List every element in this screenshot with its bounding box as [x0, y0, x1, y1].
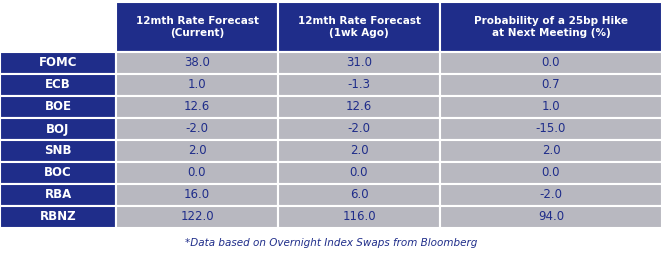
Bar — [440, 52, 662, 74]
Bar — [278, 2, 440, 52]
Text: BOC: BOC — [44, 166, 72, 180]
Bar — [440, 184, 662, 206]
Bar — [116, 118, 278, 140]
Text: *Data based on Overnight Index Swaps from Bloomberg: *Data based on Overnight Index Swaps fro… — [185, 238, 477, 248]
Bar — [116, 96, 278, 118]
Text: 0.7: 0.7 — [542, 78, 560, 92]
Bar — [116, 74, 278, 96]
Bar — [0, 140, 116, 162]
Bar — [116, 52, 278, 74]
Text: RBA: RBA — [44, 189, 71, 201]
Text: 12mth Rate Forecast
(Current): 12mth Rate Forecast (Current) — [136, 16, 258, 38]
Text: 116.0: 116.0 — [342, 211, 376, 223]
Text: -2.0: -2.0 — [185, 123, 209, 135]
Bar — [0, 162, 116, 184]
Bar — [440, 206, 662, 228]
Bar — [116, 140, 278, 162]
Bar — [440, 2, 662, 52]
Text: -2.0: -2.0 — [348, 123, 371, 135]
Bar — [0, 96, 116, 118]
Bar — [0, 2, 116, 52]
Bar — [278, 140, 440, 162]
Text: 0.0: 0.0 — [188, 166, 207, 180]
Text: 6.0: 6.0 — [350, 189, 368, 201]
Bar — [0, 74, 116, 96]
Bar — [440, 96, 662, 118]
Text: ECB: ECB — [45, 78, 71, 92]
Text: RBNZ: RBNZ — [40, 211, 76, 223]
Bar — [440, 140, 662, 162]
Text: 94.0: 94.0 — [538, 211, 564, 223]
Bar — [440, 162, 662, 184]
Text: BOE: BOE — [44, 101, 71, 114]
Text: 12mth Rate Forecast
(1wk Ago): 12mth Rate Forecast (1wk Ago) — [297, 16, 420, 38]
Bar — [278, 184, 440, 206]
Text: -15.0: -15.0 — [536, 123, 566, 135]
Bar — [278, 74, 440, 96]
Text: FOMC: FOMC — [39, 57, 77, 69]
Bar — [0, 118, 116, 140]
Bar — [278, 118, 440, 140]
Bar — [440, 74, 662, 96]
Text: 38.0: 38.0 — [184, 57, 210, 69]
Text: SNB: SNB — [44, 144, 71, 157]
Text: BOJ: BOJ — [46, 123, 70, 135]
Text: 0.0: 0.0 — [350, 166, 368, 180]
Text: 0.0: 0.0 — [542, 166, 560, 180]
Bar — [0, 52, 116, 74]
Text: 2.0: 2.0 — [542, 144, 560, 157]
Text: -2.0: -2.0 — [540, 189, 563, 201]
Bar — [116, 162, 278, 184]
Text: 0.0: 0.0 — [542, 57, 560, 69]
Bar — [278, 162, 440, 184]
Bar — [0, 184, 116, 206]
Bar — [116, 184, 278, 206]
Bar — [0, 206, 116, 228]
Bar — [116, 2, 278, 52]
Bar — [278, 96, 440, 118]
Text: 12.6: 12.6 — [346, 101, 372, 114]
Bar — [278, 52, 440, 74]
Text: 2.0: 2.0 — [350, 144, 368, 157]
Text: 12.6: 12.6 — [184, 101, 210, 114]
Text: 1.0: 1.0 — [542, 101, 560, 114]
Text: 2.0: 2.0 — [188, 144, 207, 157]
Text: 31.0: 31.0 — [346, 57, 372, 69]
Text: 122.0: 122.0 — [180, 211, 214, 223]
Text: Probability of a 25bp Hike
at Next Meeting (%): Probability of a 25bp Hike at Next Meeti… — [474, 16, 628, 38]
Text: 1.0: 1.0 — [188, 78, 207, 92]
Bar — [116, 206, 278, 228]
Bar — [278, 206, 440, 228]
Text: 16.0: 16.0 — [184, 189, 210, 201]
Text: -1.3: -1.3 — [348, 78, 371, 92]
Bar — [440, 118, 662, 140]
